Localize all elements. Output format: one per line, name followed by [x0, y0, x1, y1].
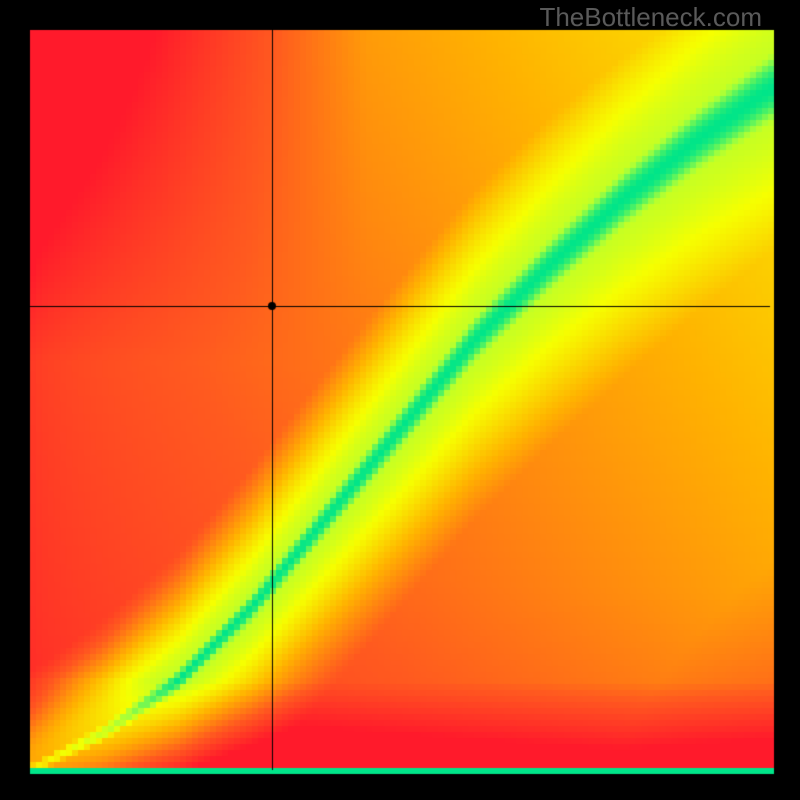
chart-stage: TheBottleneck.com: [0, 0, 800, 800]
bottleneck-heatmap: [0, 0, 800, 800]
watermark-text: TheBottleneck.com: [539, 2, 762, 33]
